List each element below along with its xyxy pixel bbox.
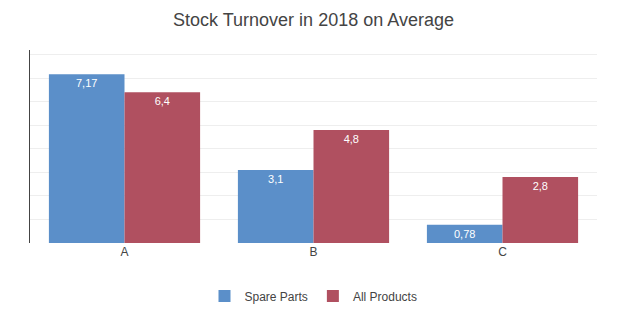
- svg-text:4,8: 4,8: [344, 133, 359, 145]
- svg-text:2,8: 2,8: [533, 180, 548, 192]
- svg-text:A: A: [120, 245, 128, 259]
- svg-text:0,78: 0,78: [454, 228, 475, 240]
- svg-text:B: B: [309, 245, 317, 259]
- svg-text:Stock Turnover in 2018 on Aver: Stock Turnover in 2018 on Average: [173, 10, 454, 30]
- svg-text:6,4: 6,4: [155, 95, 170, 107]
- svg-text:7,17: 7,17: [76, 77, 97, 89]
- svg-text:C: C: [498, 245, 507, 259]
- svg-text:3,1: 3,1: [268, 173, 283, 185]
- svg-text:Spare Parts: Spare Parts: [245, 290, 308, 304]
- svg-text:All Products: All Products: [353, 290, 417, 304]
